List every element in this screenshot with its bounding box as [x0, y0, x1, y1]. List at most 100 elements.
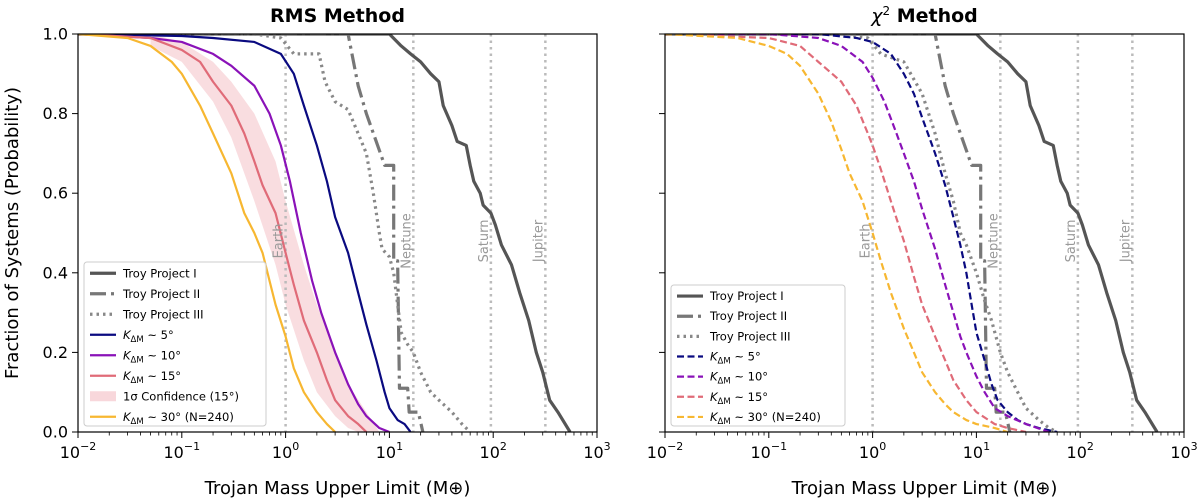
series-line	[665, 34, 1159, 432]
chart-title-prefix: χ	[870, 5, 883, 27]
x-tick-label: 103	[583, 440, 610, 462]
legend-label: KΔM ~ 10°	[710, 370, 768, 387]
legend-label: Troy Project II	[122, 287, 200, 301]
plot-area: Earth Neptune Saturn Jupiter	[78, 34, 572, 432]
x-tick-label: 100	[859, 440, 886, 462]
x-tick-base: 10	[963, 443, 983, 462]
series-line	[78, 34, 336, 432]
x-tick-label: 10−1	[751, 440, 788, 462]
legend-k-subscript: ΔM	[718, 417, 731, 427]
series-line	[665, 34, 1008, 432]
axis-ticks: 10−2 10−1 100 101 102 103	[647, 33, 1198, 462]
x-tick-base: 10	[647, 443, 667, 462]
legend-k-subscript: ΔM	[131, 376, 144, 386]
x-tick-label: 101	[963, 440, 990, 462]
x-tick-exponent: 2	[500, 440, 507, 453]
legend-swatch	[90, 391, 116, 402]
x-tick-label: 10−2	[647, 440, 684, 462]
axes-frame	[664, 33, 1185, 433]
x-tick-base: 10	[583, 443, 603, 462]
series-line	[78, 34, 472, 432]
legend-label: Troy Project I	[709, 289, 784, 303]
plot-content	[665, 34, 1159, 432]
planet-marker-label: Jupiter	[1118, 219, 1133, 263]
x-tick-exponent: 1	[396, 440, 403, 453]
y-tick-label: 0.4	[43, 263, 68, 282]
x-tick-base: 10	[164, 443, 184, 462]
x-tick-exponent: −1	[184, 440, 200, 453]
legend-k-rest: ~ 5°	[731, 350, 761, 364]
legend-k-symbol: K	[123, 328, 132, 342]
legend-k-symbol: K	[123, 410, 132, 424]
planet-marker-label: Neptune	[986, 213, 1001, 269]
chart-title-suffix: Method	[890, 5, 978, 27]
series-line	[665, 34, 1050, 432]
legend-k-symbol: K	[710, 350, 719, 364]
legend-label: Troy Project III	[709, 329, 790, 343]
legend-k-symbol: K	[123, 348, 132, 362]
series-line	[78, 34, 390, 432]
legend-box	[670, 284, 846, 427]
y-axis-label: Fraction of Systems (Probability)	[2, 87, 23, 379]
legend-label: KΔM ~ 15°	[710, 390, 768, 407]
planet-marker-label: Earth	[272, 224, 287, 259]
x-tick-exponent: 3	[604, 440, 611, 453]
planet-marker-label: Earth	[859, 224, 874, 259]
y-tick-label: 0.2	[43, 343, 68, 362]
x-tick-label: 103	[1170, 440, 1197, 462]
legend-label: Troy Project III	[122, 307, 203, 321]
series-line	[665, 34, 1058, 432]
x-tick-exponent: 0	[879, 440, 886, 453]
x-tick-label: 102	[1067, 440, 1094, 462]
plot-content	[78, 34, 572, 432]
legend-box	[83, 261, 267, 427]
legend-label: KΔM ~ 5°	[710, 350, 761, 367]
y-tick-label: 0.6	[43, 184, 68, 203]
series-line	[665, 34, 1027, 432]
legend-label: KΔM ~ 5°	[123, 328, 174, 345]
legend-k-symbol: K	[710, 390, 719, 404]
x-tick-base: 10	[60, 443, 80, 462]
legend-k-rest: ~ 10°	[144, 348, 181, 362]
legend-k-subscript: ΔM	[131, 417, 144, 427]
x-tick-exponent: 1	[983, 440, 990, 453]
x-tick-label: 100	[272, 440, 299, 462]
chart-title: RMS Method	[270, 5, 405, 27]
legend-k-subscript: ΔM	[718, 377, 731, 387]
legend-k-subscript: ΔM	[718, 357, 731, 367]
chart-title: χ2 Method	[870, 4, 978, 27]
legend-k-rest: ~ 30° (N=240)	[731, 410, 821, 424]
series-line	[78, 34, 412, 432]
x-tick-base: 10	[751, 443, 771, 462]
x-tick-label: 10−1	[164, 440, 201, 462]
x-tick-exponent: −2	[667, 440, 683, 453]
legend-k-subscript: ΔM	[718, 397, 731, 407]
legend-k-subscript: ΔM	[131, 355, 144, 365]
legend-label: KΔM ~ 15°	[123, 369, 181, 386]
x-tick-base: 10	[376, 443, 396, 462]
x-tick-base: 10	[859, 443, 879, 462]
x-tick-exponent: 0	[292, 440, 299, 453]
legend-label: KΔM ~ 30° (N=240)	[710, 410, 821, 427]
confidence-band	[150, 34, 380, 432]
x-tick-exponent: 3	[1191, 440, 1198, 453]
x-tick-exponent: −1	[771, 440, 787, 453]
x-tick-label: 102	[480, 440, 507, 462]
legend-k-symbol: K	[710, 410, 719, 424]
legend-label: 1σ Confidence (15°)	[123, 389, 239, 403]
panel-rms: Earth Neptune Saturn Jupiter 10−2 10−1 100 101…	[2, 5, 611, 499]
x-tick-base: 10	[1067, 443, 1087, 462]
legend-k-symbol: K	[710, 370, 719, 384]
legend-k-rest: ~ 30° (N=240)	[144, 410, 234, 424]
panel-chi2: Earth Neptune Saturn Jupiter 10−2 10−1 100 101…	[647, 4, 1198, 499]
y-tick-label: 1.0	[43, 25, 68, 44]
y-tick-label: 0.8	[43, 104, 68, 123]
legend: Troy Project I Troy Project II Troy Projec…	[83, 261, 267, 427]
legend-k-rest: ~ 10°	[731, 370, 768, 384]
series-line	[78, 34, 368, 432]
x-tick-exponent: −2	[80, 440, 96, 453]
legend-k-rest: ~ 15°	[144, 369, 181, 383]
series-line	[665, 34, 1012, 432]
